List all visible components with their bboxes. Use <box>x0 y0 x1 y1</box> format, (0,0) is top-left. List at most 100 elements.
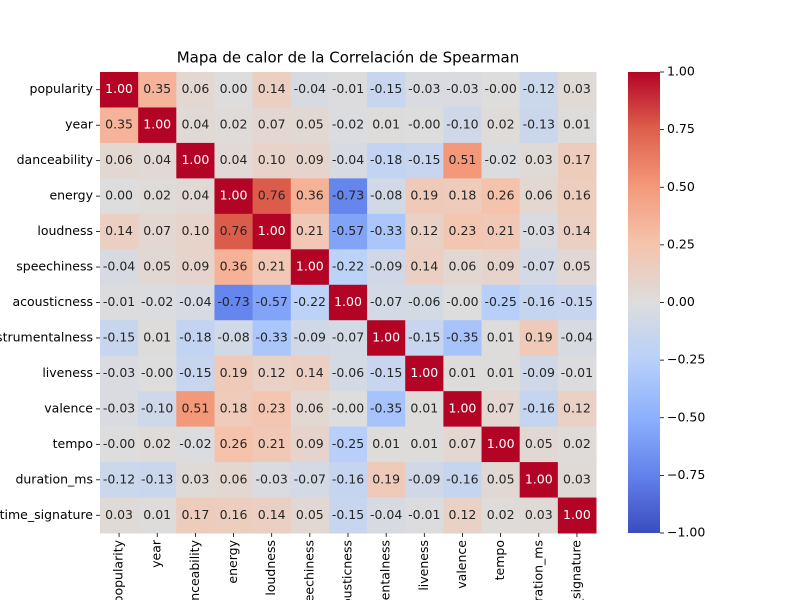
cell-label: -0.16 <box>446 471 478 486</box>
heatmap-cell <box>481 391 521 428</box>
cell-label: -0.16 <box>523 294 555 309</box>
heatmap-cell <box>519 249 559 286</box>
heatmap-cell <box>405 497 444 534</box>
heatmap-cell <box>481 462 521 499</box>
heatmap-cell <box>328 142 368 179</box>
heatmap-cell <box>252 249 292 286</box>
heatmap-cell <box>290 284 330 321</box>
cell-label: 1.00 <box>181 152 209 167</box>
heatmap-cell <box>405 249 444 286</box>
heatmap-cell <box>557 249 597 286</box>
cell-label: -0.25 <box>484 294 516 309</box>
cell-label: 0.09 <box>296 152 324 167</box>
cell-label: -0.73 <box>332 188 364 203</box>
heatmap-cell <box>367 213 406 250</box>
cell-label: 0.03 <box>105 507 133 522</box>
heatmap-cell <box>481 426 521 463</box>
cell-label: 0.10 <box>181 223 209 238</box>
cell-label: 0.02 <box>487 507 515 522</box>
y-tick-label: speechiness <box>16 259 93 274</box>
heatmap-cell <box>557 213 597 250</box>
heatmap-cell <box>252 284 292 321</box>
cell-label: 0.14 <box>258 507 286 522</box>
cell-label: 1.00 <box>220 188 248 203</box>
heatmap-cell <box>328 284 368 321</box>
cell-label: 0.02 <box>143 436 171 451</box>
cell-label: 0.18 <box>220 400 248 415</box>
cell-label: 0.35 <box>105 117 133 132</box>
heatmap-cell <box>214 284 254 321</box>
heatmap-cell <box>290 72 330 108</box>
colorbar-tick-label: 0.50 <box>667 179 695 194</box>
heatmap-cell <box>367 249 406 286</box>
heatmap-cell <box>100 72 139 108</box>
heatmap-cell <box>138 426 177 463</box>
cell-label: -0.73 <box>217 294 249 309</box>
cell-label: -0.15 <box>370 365 402 380</box>
heatmap-cell <box>367 107 406 144</box>
heatmap-cell <box>290 107 330 144</box>
cell-label: -0.04 <box>179 294 211 309</box>
heatmap-cell <box>214 107 254 144</box>
heatmap-cell <box>100 320 139 357</box>
x-tick-label: loudness <box>263 540 278 596</box>
cell-label: -0.08 <box>217 329 249 344</box>
cell-label: -0.15 <box>561 294 593 309</box>
heatmap-cell <box>176 426 215 463</box>
cell-label: 0.07 <box>258 117 286 132</box>
heatmap-cell <box>328 320 368 357</box>
x-tick-label: speechiness <box>301 540 316 600</box>
heatmap-cell <box>443 462 483 499</box>
cell-label: 1.00 <box>410 365 438 380</box>
heatmap-cell <box>290 355 330 392</box>
colorbar-tick-label: −0.50 <box>667 409 705 424</box>
heatmap-cell <box>138 72 177 108</box>
cell-label: -0.04 <box>561 329 593 344</box>
heatmap-cell <box>557 391 597 428</box>
heatmap-cell <box>481 355 521 392</box>
cell-label: -0.06 <box>332 365 364 380</box>
cell-label: -0.00 <box>141 365 173 380</box>
cell-label: -0.04 <box>332 152 364 167</box>
cell-label: 0.16 <box>563 188 591 203</box>
colorbar <box>628 72 660 533</box>
y-tick-label: time_signature <box>0 507 93 522</box>
cell-label: -0.01 <box>561 365 593 380</box>
heatmap-cell <box>481 284 521 321</box>
heatmap-cell <box>443 284 483 321</box>
heatmap-cell <box>557 426 597 463</box>
cell-label: -0.01 <box>103 294 135 309</box>
heatmap-cell <box>214 355 254 392</box>
cell-label: 0.02 <box>563 436 591 451</box>
heatmap-cell <box>367 355 406 392</box>
heatmap-cell <box>367 72 406 108</box>
x-tick-label: popularity <box>111 539 126 600</box>
colorbar-tick-label: 0.75 <box>667 121 695 136</box>
cell-label: 0.16 <box>220 507 248 522</box>
y-tick-label: popularity <box>30 81 94 96</box>
heatmap-cell <box>328 178 368 215</box>
heatmap-cell <box>367 497 406 534</box>
heatmap-cell <box>100 107 139 144</box>
cell-label: -0.02 <box>141 294 173 309</box>
cell-label: 0.06 <box>220 471 248 486</box>
cell-label: 0.09 <box>487 259 515 274</box>
cell-label: -0.00 <box>332 400 364 415</box>
heatmap-cell <box>214 213 254 250</box>
heatmap-cell <box>557 107 597 144</box>
heatmap-cell <box>100 142 139 179</box>
heatmap-cell <box>405 142 444 179</box>
heatmap-cell <box>443 178 483 215</box>
cell-label: 0.03 <box>525 507 553 522</box>
cell-label: -0.08 <box>370 188 402 203</box>
cell-label: -0.13 <box>141 471 173 486</box>
heatmap-cell <box>481 249 521 286</box>
cell-label: 0.14 <box>258 81 286 96</box>
cell-label: 0.14 <box>410 259 438 274</box>
heatmap-cell <box>176 107 215 144</box>
heatmap-cell <box>405 178 444 215</box>
cell-label: 1.00 <box>487 436 515 451</box>
heatmap-cell <box>252 497 292 534</box>
cell-label: 0.02 <box>487 117 515 132</box>
